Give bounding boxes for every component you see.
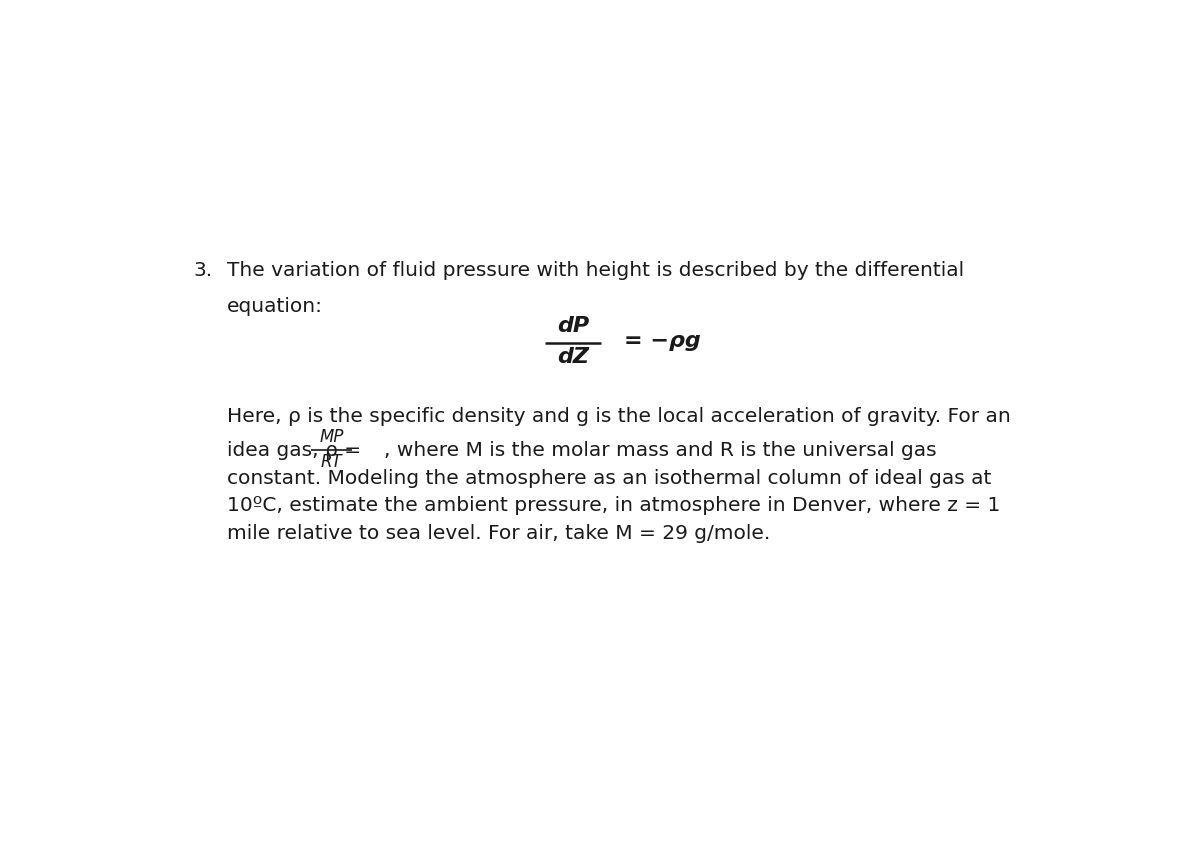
Text: MP: MP — [319, 428, 343, 446]
Text: 10ºC, estimate the ambient pressure, in atmosphere in Denver, where z = 1: 10ºC, estimate the ambient pressure, in … — [227, 495, 1001, 515]
Text: RT: RT — [320, 453, 342, 471]
Text: mile relative to sea level. For air, take M = 29 g/mole.: mile relative to sea level. For air, tak… — [227, 523, 770, 542]
Text: 3.: 3. — [193, 261, 212, 279]
Text: idea gas, ρ =: idea gas, ρ = — [227, 441, 367, 459]
Text: Here, ρ is the specific density and g is the local acceleration of gravity. For : Here, ρ is the specific density and g is… — [227, 407, 1010, 425]
Text: constant. Modeling the atmosphere as an isothermal column of ideal gas at: constant. Modeling the atmosphere as an … — [227, 468, 991, 488]
Text: , where M is the molar mass and R is the universal gas: , where M is the molar mass and R is the… — [384, 441, 937, 459]
Text: dZ: dZ — [557, 347, 589, 366]
Text: The variation of fluid pressure with height is described by the differential: The variation of fluid pressure with hei… — [227, 261, 965, 279]
Text: dP: dP — [557, 316, 589, 336]
Text: equation:: equation: — [227, 296, 323, 315]
Text: = −ρg: = −ρg — [624, 330, 701, 350]
